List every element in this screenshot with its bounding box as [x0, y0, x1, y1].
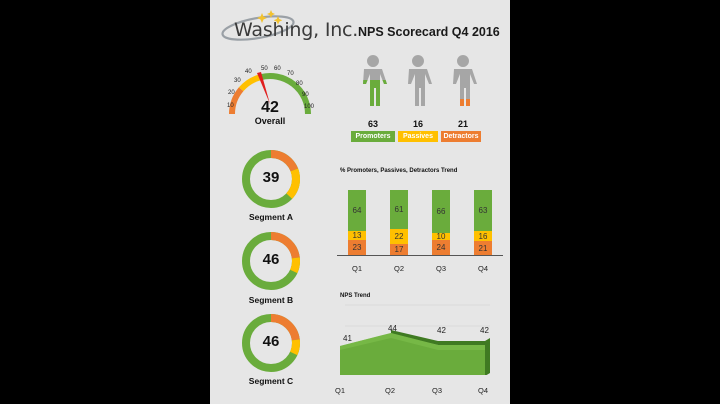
nps-q2-value: 44	[388, 324, 397, 333]
gauge-tick: 20	[228, 90, 235, 96]
bar-q1-passives: 13	[348, 231, 366, 240]
nps-q4-value: 42	[480, 326, 489, 335]
segment-c-label: Segment C	[248, 376, 294, 386]
bar-q1-promoters: 64	[348, 190, 366, 231]
company-name: Washing, Inc.	[234, 19, 359, 41]
detractors-value: 21	[457, 119, 468, 129]
bar-q2-detractors: 17	[390, 244, 408, 255]
bar-q2-promoters: 61	[390, 190, 408, 229]
segment-a-label: Segment A	[248, 212, 294, 222]
nps-x-label-q2: Q2	[384, 386, 395, 395]
gauge-value: 42	[261, 99, 279, 116]
x-label-q3: Q3	[435, 264, 446, 273]
gauge-tick: 70	[287, 71, 294, 77]
passive-person-icon	[408, 55, 432, 106]
nps-x-label-q4: Q4	[477, 386, 488, 395]
detractors-legend: Detractors	[441, 131, 481, 142]
segment-b-label: Segment B	[248, 295, 294, 305]
segment-b-value: 46	[262, 251, 280, 268]
gauge-tick: 60	[274, 66, 281, 72]
gauge-tick: 100	[304, 104, 315, 110]
scorecard-page: Washing, Inc. NPS Scorecard Q4 2016 10 2…	[210, 0, 510, 404]
segment-b-donut	[242, 232, 300, 290]
gauge-tick: 80	[296, 81, 303, 87]
detractor-person-icon	[453, 55, 477, 106]
gauge-tick: 90	[302, 92, 309, 98]
promoters-legend: Promoters	[351, 131, 395, 142]
gauge-label: Overall	[254, 116, 286, 126]
nps-trend-area	[340, 304, 490, 375]
segment-a-value: 39	[262, 169, 280, 186]
bar-q2-passives: 22	[390, 229, 408, 244]
nps-x-label-q1: Q1	[334, 386, 345, 395]
x-label-q4: Q4	[477, 264, 488, 273]
report-title: NPS Scorecard Q4 2016	[358, 25, 500, 39]
bar-q1-detractors: 23	[348, 240, 366, 255]
gauge-tick: 40	[245, 69, 252, 75]
gauge-needle	[257, 72, 270, 104]
stacked-chart-title: % Promoters, Passives, Detractors Trend	[340, 168, 458, 174]
promoters-value: 63	[367, 119, 378, 129]
nps-trend-title: NPS Trend	[340, 293, 371, 299]
bar-q4-detractors: 21	[474, 241, 492, 255]
stacked-chart-axis	[337, 255, 503, 256]
overall-gauge	[229, 72, 311, 115]
passives-value: 16	[412, 119, 423, 129]
nps-x-label-q3: Q3	[431, 386, 442, 395]
bar-q3-promoters: 66	[432, 190, 450, 233]
bar-q3-passives: 10	[432, 232, 450, 241]
gauge-tick: 10	[227, 103, 234, 109]
bar-q4-passives: 16	[474, 231, 492, 241]
logo-swoosh-icon	[221, 10, 295, 41]
x-label-q1: Q1	[351, 264, 362, 273]
nps-q1-value: 41	[343, 334, 352, 343]
bar-q4-promoters: 63	[474, 190, 492, 231]
passives-legend: Passives	[398, 131, 438, 142]
nps-q3-value: 42	[437, 326, 446, 335]
gauge-tick: 30	[234, 78, 241, 84]
gauge-tick: 50	[261, 66, 268, 72]
segment-c-donut	[242, 314, 300, 372]
bar-q3-detractors: 24	[432, 240, 450, 255]
segment-c-value: 46	[262, 333, 280, 350]
segment-a-donut	[242, 150, 300, 208]
x-label-q2: Q2	[393, 264, 404, 273]
promoter-person-icon	[363, 55, 387, 106]
